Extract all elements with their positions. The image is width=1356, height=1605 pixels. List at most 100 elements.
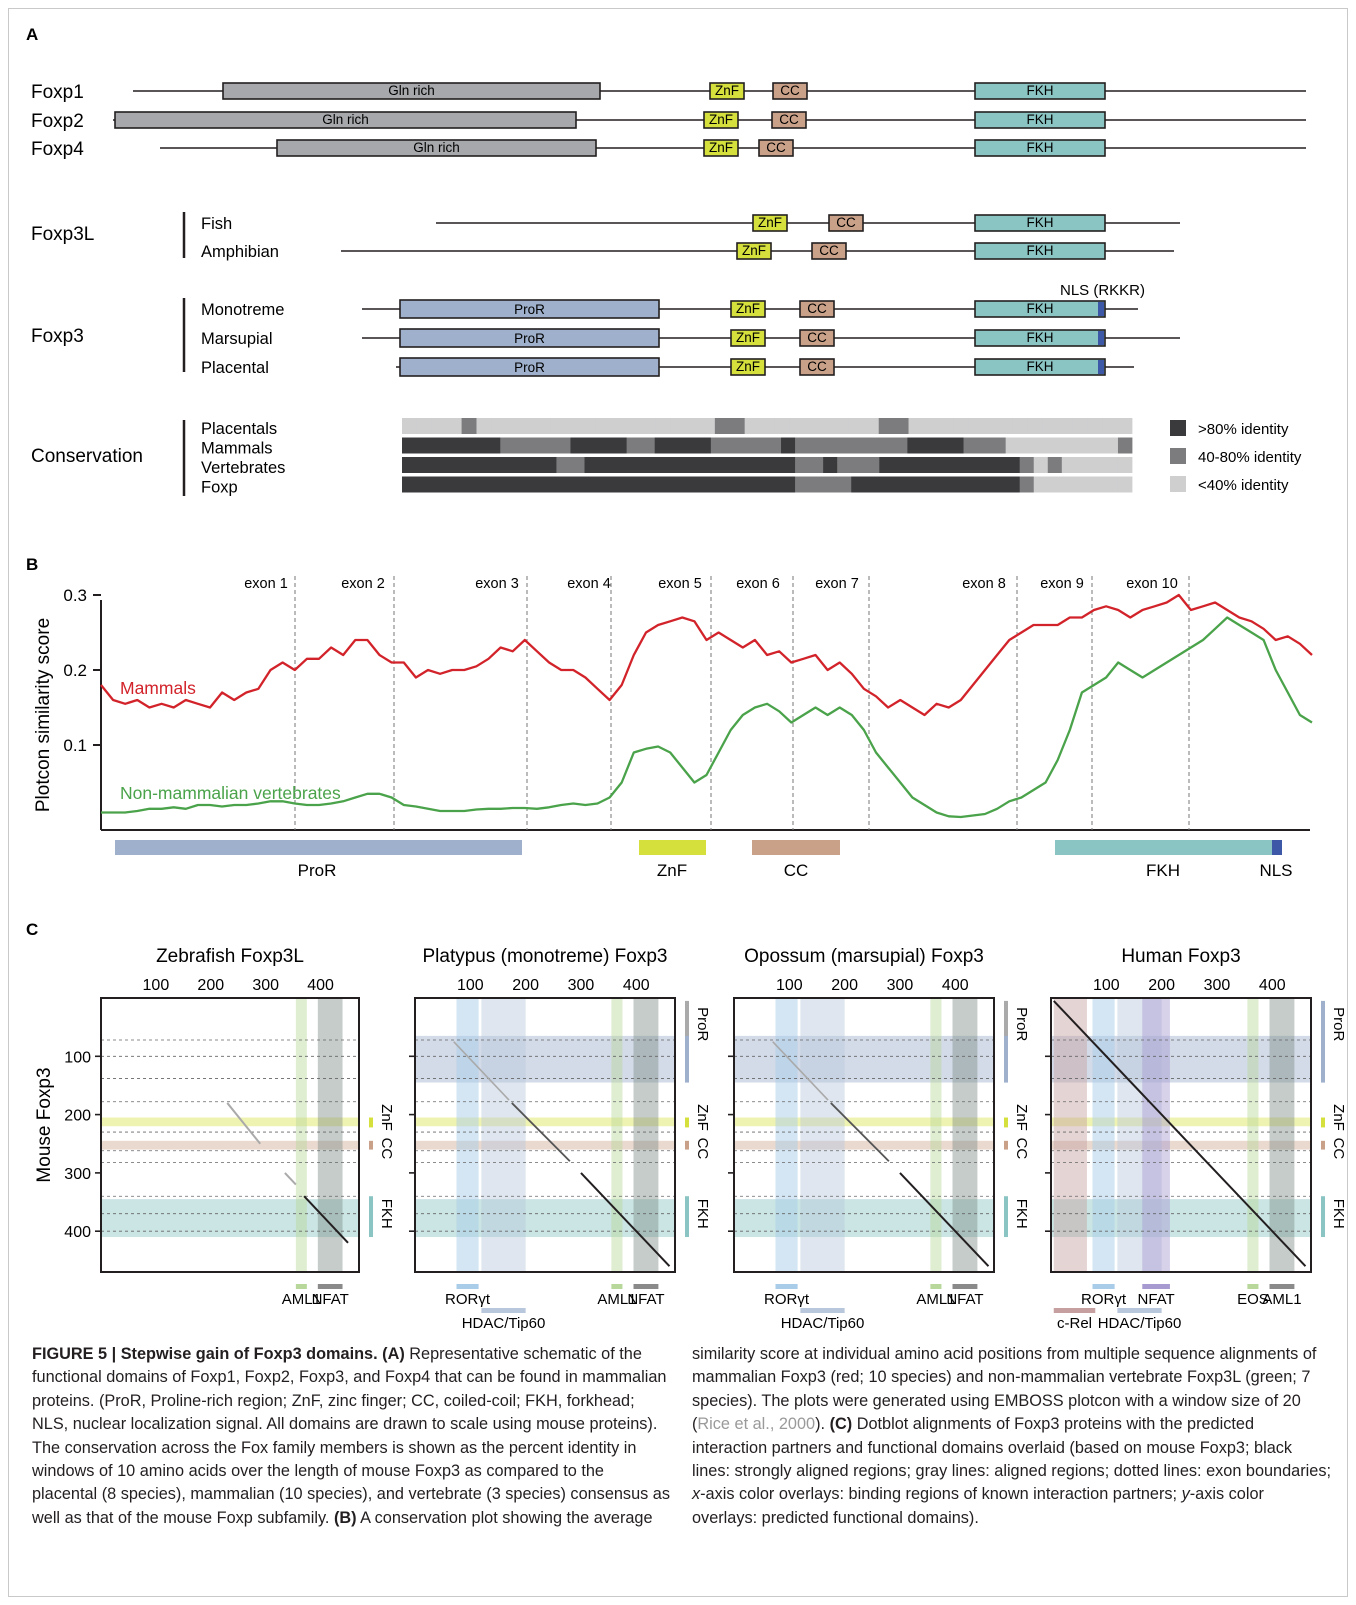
conservation-cell [640, 437, 656, 454]
znf-domain-box [730, 358, 766, 376]
nfat-overlay [1269, 998, 1295, 1272]
conservation-cell [444, 476, 459, 493]
conservation-cell [1117, 437, 1133, 454]
conservation-row-label: Mammals [201, 440, 273, 458]
conservation-cell [837, 437, 852, 454]
rorgt-marker [456, 1284, 479, 1289]
panel-c-dotblots: C Mouse Foxp3 Zebrafish Foxp3L 100 200 300 400… [26, 920, 1347, 1332]
hdac-tip60-marker [1117, 1308, 1162, 1313]
conservation-cell [907, 437, 922, 454]
znf-domain-label: ZnF [709, 140, 733, 155]
conservation-cell [1033, 476, 1049, 493]
conservation-cell [893, 437, 908, 454]
panel-c-letter: C [26, 920, 38, 939]
nfat-overlay [952, 998, 978, 1272]
caption-reference-link[interactable]: Rice et al., 2000 [697, 1415, 816, 1434]
conservation-cell [598, 457, 613, 473]
side-domain-label: FKH [1330, 1199, 1347, 1229]
caption-right-2: ). [815, 1415, 830, 1434]
conservation-cell [935, 437, 950, 454]
conservation-cell [486, 476, 501, 493]
conservation-cell [938, 418, 954, 434]
conservation-cell [781, 437, 796, 454]
conservation-cell [865, 437, 880, 454]
conservation-cell [1061, 457, 1077, 473]
cc-domain-label: CC [807, 359, 827, 374]
dotblot-frame [100, 997, 360, 1273]
conservation-cell [402, 437, 417, 454]
conservation-cell [528, 457, 543, 473]
conservation-cell [402, 457, 417, 473]
eos-marker [1142, 1284, 1170, 1289]
group-foxp3l: Foxp3L [31, 224, 94, 245]
conservation-cell [809, 457, 824, 473]
caption-right-5: -axis color overlays: predicted function… [692, 1485, 1264, 1527]
side-domain-label: CC [1330, 1138, 1347, 1160]
conservation-cell [536, 418, 552, 434]
conservation-cell [759, 418, 775, 434]
side-fkh-bar [1321, 1196, 1325, 1238]
panel-a-schematic: Foxp1 Gln rich ZnF CC FKH Foxp2 Gln rich ZnF CC F… [31, 82, 1306, 497]
pror-domain-label: ProR [514, 302, 545, 317]
conservation-cell [983, 418, 999, 434]
conservation-cell [472, 476, 487, 493]
conservation-cell [444, 457, 459, 473]
conservation-cell [781, 457, 796, 473]
pror-domain-box [399, 328, 660, 348]
conservation-cell [935, 476, 950, 493]
x-tick-label: 300 [1204, 977, 1231, 994]
fkh-domain-label: FKH [1027, 112, 1054, 127]
conservation-cell [1103, 476, 1119, 493]
y-tick-label: 100 [64, 1049, 91, 1066]
conservation-cell [446, 418, 462, 434]
znf-domain-box [703, 111, 739, 129]
fkh-domain-box [974, 300, 1106, 318]
caption-left-label-0: (A) [382, 1345, 405, 1363]
side-znf-bar [1004, 1117, 1008, 1128]
conservation-cell [767, 457, 782, 473]
x-tick-label: 200 [1148, 977, 1175, 994]
side-domain-label: ZnF [1013, 1104, 1030, 1131]
domain-bar-znf [639, 840, 706, 855]
side-cc-bar [1321, 1140, 1325, 1150]
cc-domain-box [828, 214, 864, 232]
conservation-cell [565, 418, 582, 434]
conservation-cell [823, 476, 838, 493]
conservation-cell [1047, 476, 1063, 493]
conservation-cell [1047, 457, 1063, 473]
conservation-cell [1089, 476, 1105, 493]
side-pror-bar [1004, 1035, 1008, 1083]
species-label: Amphibian [201, 243, 279, 261]
conservation-cell [1061, 476, 1077, 493]
znf-domain-box [730, 329, 766, 347]
conservation-cell [610, 418, 626, 434]
nfat-label: NFAT [946, 1291, 983, 1308]
domain-bar-label: ZnF [657, 861, 687, 880]
rorgt-label: RORγt [764, 1291, 810, 1308]
conservation-cell [819, 418, 835, 434]
conservation-cell [851, 476, 866, 493]
exon-label: exon 8 [962, 576, 1006, 592]
conservation-cell [640, 457, 656, 473]
side-domain-label: CC [694, 1138, 711, 1160]
nls-domain [1098, 302, 1104, 316]
conservation-cell [699, 418, 716, 434]
conservation-cell [738, 476, 754, 493]
conservation-cell [923, 418, 939, 434]
cc-overlay [101, 1140, 359, 1150]
group-foxp3: Foxp3 [31, 326, 84, 347]
aml1-label: AML1 [597, 1291, 636, 1308]
conservation-cell [851, 457, 866, 473]
aligned-segment [830, 1102, 890, 1162]
conservation-cell [949, 437, 964, 454]
legend-label: >80% identity [1198, 421, 1289, 438]
cc-domain-label: CC [836, 215, 856, 230]
y-tick-label: 400 [64, 1224, 91, 1241]
side-domain-label: ProR [1330, 1007, 1347, 1041]
side-domain-label: ZnF [1330, 1104, 1347, 1131]
strong-segment [580, 1172, 671, 1267]
conservation-cell [1047, 437, 1063, 454]
legend-swatch [1170, 420, 1186, 436]
znf-domain-box [752, 214, 788, 232]
domain-bar-fkh [1055, 840, 1273, 855]
